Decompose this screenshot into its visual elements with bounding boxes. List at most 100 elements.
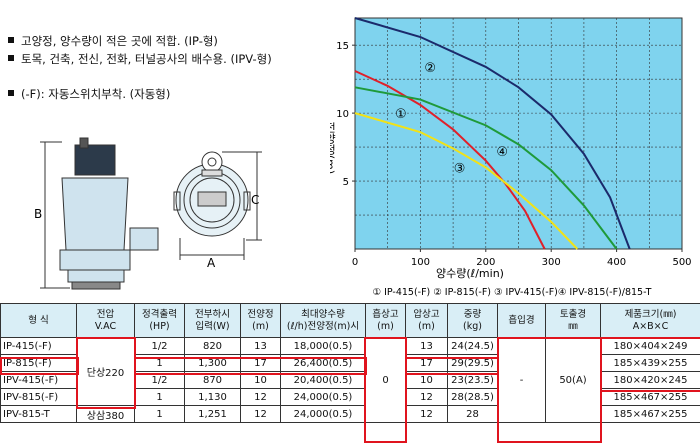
performance-chart: 0 100 200 300 400 500 5 10 15 전양정(m) 양수량(ℓ/min) ① I…: [330, 17, 692, 298]
bullet: 토목, 건축, 전신, 전화, 터널공사의 배수용. (IPV-형): [8, 52, 321, 67]
table-cell: 29(29.5): [447, 354, 498, 372]
header-cell: 정격출력 (HP): [134, 303, 185, 338]
header-text: 정격출력: [142, 308, 177, 320]
x-tick-label: 500: [672, 257, 691, 268]
legend: ① IP-415(-F) ② IP-815(-F) ③ IPV-415(-F)④…: [373, 287, 652, 298]
table-cell: 24,000(0.5): [280, 405, 366, 423]
table-cell: 단상220: [76, 337, 135, 406]
table-cell: 13: [405, 337, 448, 355]
curve: [354, 112, 579, 250]
header-cell: 전양정 (m): [240, 303, 281, 338]
header-text: (kg): [463, 320, 482, 332]
table-cell: 820: [184, 337, 241, 355]
dimension-label: B: [34, 207, 42, 221]
table-cell: 1: [134, 405, 185, 423]
header-text: 압상고: [413, 308, 440, 320]
table-cell: 1: [134, 388, 185, 406]
table-cell: 185×439×255: [600, 354, 700, 372]
y-tick-label: 5: [343, 177, 349, 188]
x-tick-label: 200: [476, 257, 495, 268]
header-text: 최대양수량: [301, 308, 345, 320]
table-cell: 0: [365, 337, 406, 423]
table-cell: 24(24.5): [447, 337, 498, 355]
x-tick-label: 0: [352, 257, 358, 268]
table-cell: 10: [240, 371, 281, 389]
bullet-text: 토목, 건축, 전신, 전화, 터널공사의 배수용. (IPV-형): [21, 52, 272, 66]
header-cell: 중량 (kg): [447, 303, 498, 338]
header-text: V.AC: [94, 320, 117, 332]
bullet-text: (-F): 자동스위치부착. (자동형): [21, 87, 171, 101]
table-cell: 18,000(0.5): [280, 337, 366, 355]
header-text: 제품크기(㎜): [624, 308, 677, 320]
table-cell: 180×420×245: [600, 371, 700, 389]
y-tick-label: 10: [336, 109, 349, 120]
curve: [354, 70, 546, 250]
table-cell: 12: [405, 405, 448, 423]
table-cell: 20,400(0.5): [280, 371, 366, 389]
table-cell: 17: [240, 354, 281, 372]
header-text: 전압: [96, 308, 115, 320]
bullet-text: 고양정, 양수량이 적은 곳에 적합. (IP-형): [21, 34, 218, 48]
header-cell: 전압 V.AC: [76, 303, 135, 338]
header-text: (HP): [149, 320, 170, 332]
header-text: 중량: [463, 308, 482, 320]
dimension-label: C: [251, 193, 259, 207]
table-cell: -: [497, 337, 546, 423]
header-text: A×B×C: [632, 320, 669, 332]
header-cell: 토출경 ㎜: [545, 303, 601, 338]
table-cell: 23(23.5): [447, 371, 498, 389]
y-tick-label: 15: [336, 41, 349, 52]
header-cell: 제품크기(㎜) A×B×C: [600, 303, 700, 338]
table-cell: 상삼380: [76, 405, 135, 423]
table-cell: 50(A): [545, 337, 601, 423]
x-tick-label: 300: [542, 257, 561, 268]
header-text: 입력(W): [195, 320, 230, 332]
table-cell: IPV-815-T: [0, 405, 77, 423]
y-axis-label: 전양정(m): [330, 122, 337, 175]
table-cell: 185×467×255: [600, 405, 700, 423]
header-text: (m): [418, 320, 435, 332]
header-text: 흡상고: [372, 308, 399, 320]
table-cell: 1: [134, 354, 185, 372]
bullet: (-F): 자동스위치부착. (자동형): [8, 87, 170, 102]
table-cell: 1,130: [184, 388, 241, 406]
header-text: ㎜: [568, 320, 578, 332]
curve: [354, 86, 618, 250]
table-cell: 185×467×255: [600, 388, 700, 406]
table-cell: IP-815(-F): [0, 354, 77, 372]
curve-label: ①: [395, 107, 407, 122]
dimension-label: A: [207, 256, 216, 270]
header-cell: 최대양수량 (ℓ/h)전양정(m)시: [280, 303, 366, 338]
table-cell: 12: [240, 388, 281, 406]
table-row: IPV-815(-F) 1 1,130 12 24,000(0.5) 12 28(28.5)…: [0, 388, 700, 406]
header-text: 전부하시: [195, 308, 230, 320]
table-cell: 26,400(0.5): [280, 354, 366, 372]
header-cell: 전부하시 입력(W): [184, 303, 241, 338]
table-cell: 28(28.5): [447, 388, 498, 406]
table-cell: 28: [447, 405, 498, 423]
table-cell: IPV-415(-F): [0, 371, 77, 389]
table-row: IP-815(-F) 1 1,300 17 26,400(0.5) 17 29(29.5) 1…: [0, 354, 700, 372]
table-cell: IP-415(-F): [0, 337, 77, 355]
header-text: 토출경: [559, 308, 587, 320]
table-cell: 180×404×249: [600, 337, 700, 355]
pump-drawing: B C A: [34, 137, 262, 290]
x-tick-label: 100: [411, 257, 430, 268]
header-text: 흡입경: [508, 314, 535, 326]
header-text: (m): [377, 320, 394, 332]
header-row: 형 식 전압 V.AC 정격출력 (HP) 전부하시 입력(W) 전양정 (m) 최대양수량 (ℓ/…: [0, 303, 700, 338]
curve-label: ②: [424, 61, 436, 76]
spec-table: 형 식 전압 V.AC 정격출력 (HP) 전부하시 입력(W) 전양정 (m) 최대양수량 (ℓ/…: [0, 303, 700, 423]
header-cell: 흡입경: [497, 303, 546, 338]
table-cell: 1/2: [134, 371, 185, 389]
table-row: IP-415(-F) 단상220 1/2 820 13 18,000(0.5) 0 13 24(…: [0, 337, 700, 423]
table-cell: 17: [405, 354, 448, 372]
table-cell: 10: [405, 371, 448, 389]
header-text: 전양정: [247, 308, 274, 320]
plot-frame: [354, 17, 683, 250]
header-text: 형 식: [28, 314, 49, 326]
table-cell: 12: [405, 388, 448, 406]
curve-label: ③: [454, 161, 466, 176]
bullet: 고양정, 양수량이 적은 곳에 적합. (IP-형): [8, 34, 218, 49]
